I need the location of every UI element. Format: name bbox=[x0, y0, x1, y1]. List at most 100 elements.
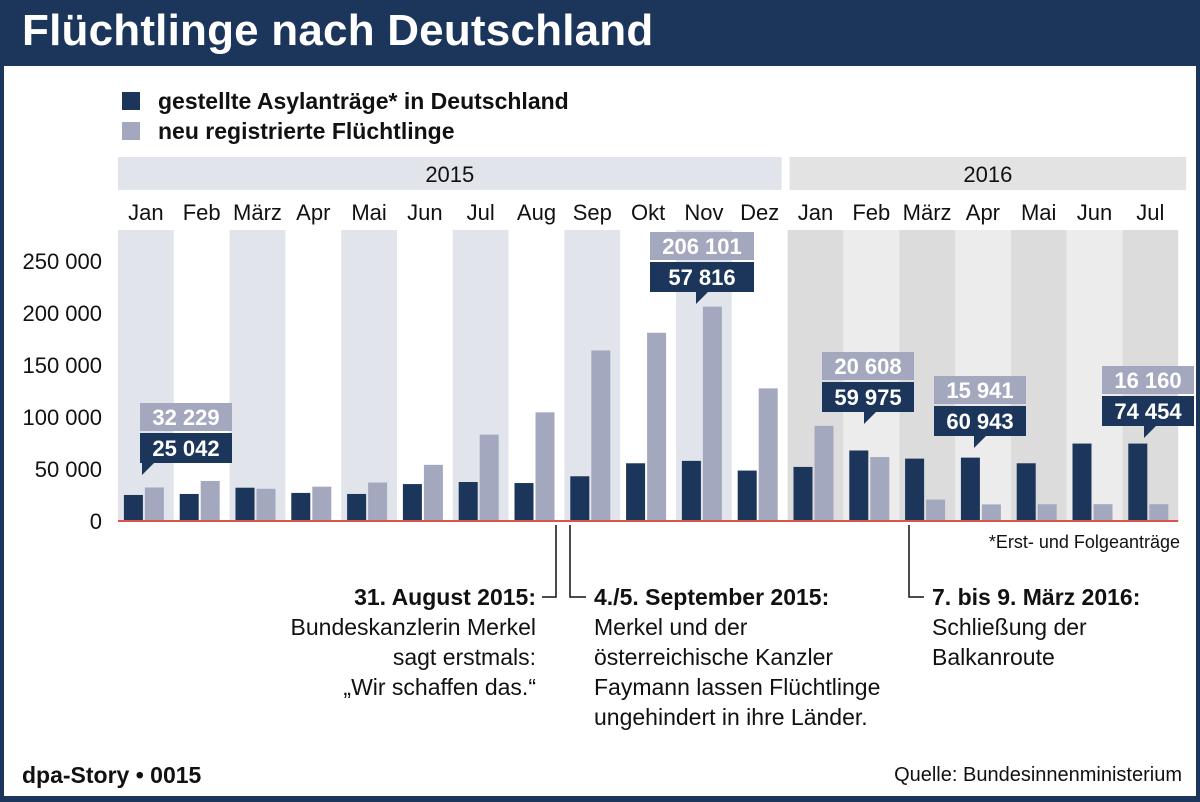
callout-pointer bbox=[1144, 426, 1156, 438]
y-tick-label: 150 000 bbox=[22, 353, 102, 378]
y-tick-label: 100 000 bbox=[22, 405, 102, 430]
bar-asyl bbox=[1072, 443, 1092, 521]
y-tick-label: 200 000 bbox=[22, 301, 102, 326]
month-label: Jul bbox=[467, 200, 495, 225]
month-band bbox=[229, 230, 286, 521]
bar-registered bbox=[312, 486, 332, 521]
month-band bbox=[118, 230, 174, 521]
event-annotation-mar-2016: 7. bis 9. März 2016: Schließung der Balk… bbox=[932, 582, 1140, 672]
y-tick-label: 0 bbox=[90, 509, 102, 534]
bar-registered bbox=[200, 480, 220, 521]
event-text-line: Schließung der bbox=[932, 614, 1087, 640]
legend-label-asyl: gestellte Asylanträge* in Deutschland bbox=[158, 87, 569, 114]
event-text-line: Merkel und der bbox=[594, 614, 748, 640]
event-text-line: Faymann lassen Flüchtlinge bbox=[594, 674, 881, 700]
bar-registered bbox=[647, 332, 667, 521]
bar-asyl bbox=[905, 458, 925, 521]
event-leader-sep-2015 bbox=[569, 525, 586, 598]
callout-box-asyl bbox=[1102, 396, 1194, 426]
bar-registered bbox=[981, 504, 1001, 521]
bar-asyl bbox=[235, 487, 255, 521]
year-label-2015: 2015 bbox=[425, 162, 474, 187]
month-label: Jun bbox=[407, 200, 442, 225]
bar-asyl bbox=[402, 484, 422, 521]
footnote: *Erst- und Folgeanträge bbox=[988, 532, 1180, 552]
bar-asyl bbox=[123, 494, 143, 521]
callout-label-asyl: 60 943 bbox=[946, 409, 1013, 434]
callout-pointer bbox=[864, 412, 876, 424]
event-text-line: „Wir schaffen das.“ bbox=[343, 674, 536, 700]
callout-box-asyl bbox=[934, 406, 1026, 436]
event-title: 4./5. September 2015: bbox=[594, 584, 830, 610]
callout-label-asyl: 74 454 bbox=[1114, 399, 1182, 424]
bar-asyl bbox=[1016, 463, 1036, 521]
bar-asyl bbox=[514, 483, 534, 521]
bar-registered bbox=[1093, 504, 1113, 521]
month-label: Sep bbox=[573, 200, 612, 225]
bar-registered bbox=[479, 434, 499, 521]
year-band-2016 bbox=[789, 157, 1187, 190]
bar-registered bbox=[368, 482, 388, 521]
month-label: März bbox=[903, 200, 952, 225]
month-label: Okt bbox=[631, 200, 665, 225]
bar-asyl bbox=[179, 493, 199, 521]
footer-source: Quelle: Bundesinnenministerium bbox=[894, 764, 1182, 786]
month-label: Feb bbox=[183, 200, 221, 225]
event-text-line: österreichische Kanzler bbox=[594, 644, 834, 670]
bar-registered bbox=[926, 499, 946, 521]
callout-box-registered bbox=[650, 232, 754, 260]
month-label: Apr bbox=[966, 200, 1000, 225]
bar-registered bbox=[1037, 504, 1057, 521]
callout-label-asyl: 59 975 bbox=[834, 385, 901, 410]
bar-registered bbox=[591, 350, 611, 521]
bar-registered bbox=[758, 388, 778, 521]
month-label: Nov bbox=[684, 200, 723, 225]
event-annotation-sep-2015: 4./5. September 2015: Merkel und der öst… bbox=[594, 582, 880, 732]
year-label-2016: 2016 bbox=[963, 162, 1012, 187]
month-label: Jul bbox=[1136, 200, 1164, 225]
chart-title: Flüchtlinge nach Deutschland bbox=[22, 6, 654, 55]
callout-label-registered: 16 160 bbox=[1114, 368, 1181, 393]
callout-label-registered: 206 101 bbox=[662, 234, 742, 259]
callout-box-asyl bbox=[822, 382, 914, 412]
bar-registered bbox=[256, 488, 276, 521]
callout-box-registered bbox=[934, 376, 1026, 404]
month-label: Mai bbox=[351, 200, 386, 225]
footer-credit: dpa-Story • 0015 bbox=[22, 762, 202, 788]
bar-registered bbox=[814, 425, 834, 521]
month-label: Jan bbox=[128, 200, 163, 225]
event-leader-mar-2016 bbox=[908, 525, 924, 598]
y-tick-label: 50 000 bbox=[35, 457, 102, 482]
callout-box-asyl bbox=[650, 262, 754, 292]
bar-asyl bbox=[793, 466, 813, 521]
event-leader-aug-2015 bbox=[542, 525, 557, 598]
month-label: Feb bbox=[852, 200, 890, 225]
callout-box-asyl bbox=[140, 433, 232, 463]
month-label: Jun bbox=[1077, 200, 1112, 225]
legend-item-asyl: gestellte Asylanträge* in Deutschland bbox=[122, 86, 569, 116]
bar-asyl bbox=[291, 492, 311, 521]
callout-box-registered bbox=[822, 352, 914, 380]
legend-swatch-asyl bbox=[122, 92, 140, 110]
bar-registered bbox=[870, 457, 890, 521]
callout-pointer bbox=[142, 463, 154, 475]
month-label: Aug bbox=[517, 200, 556, 225]
event-title: 7. bis 9. März 2016: bbox=[932, 584, 1141, 610]
event-title: 31. August 2015: bbox=[354, 584, 536, 610]
event-text-line: ungehindert in ihre Länder. bbox=[594, 704, 868, 730]
bar-registered bbox=[535, 412, 555, 521]
event-text-line: Bundeskanzlerin Merkel bbox=[290, 614, 536, 640]
bar-registered bbox=[423, 464, 443, 521]
callout-box-registered bbox=[140, 403, 232, 431]
callout-label-registered: 15 941 bbox=[946, 378, 1013, 403]
callout-pointer bbox=[974, 436, 986, 448]
callout-label-registered: 32 229 bbox=[152, 405, 219, 430]
bar-asyl bbox=[960, 457, 980, 521]
bar-asyl bbox=[681, 460, 701, 521]
bar-asyl bbox=[347, 493, 367, 521]
callout-box-registered bbox=[1102, 366, 1194, 394]
bar-asyl bbox=[626, 463, 646, 521]
bar-registered bbox=[702, 306, 722, 521]
